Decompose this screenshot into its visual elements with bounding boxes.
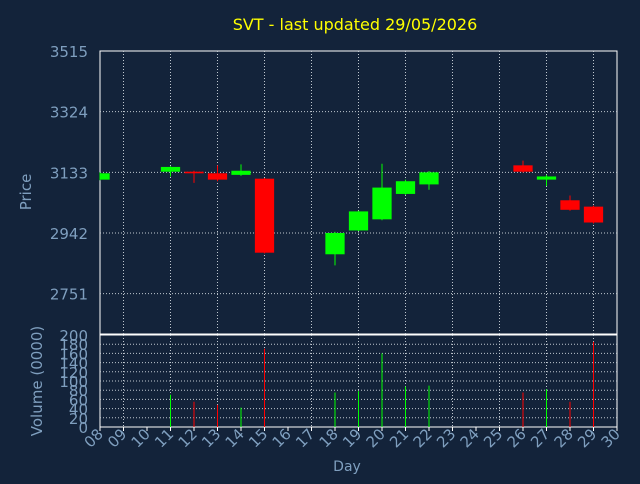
x-tick-label: 14 <box>222 425 248 451</box>
candle-body <box>560 200 580 210</box>
candle-body <box>419 172 439 185</box>
x-tick-label: 10 <box>128 425 154 451</box>
candle-body <box>207 173 228 180</box>
price-tick-label: 3133 <box>50 164 88 182</box>
volume-tick-label: 120 <box>59 364 88 382</box>
candle-body <box>395 181 416 194</box>
candle-body <box>372 187 392 220</box>
volume-tick-label: 40 <box>69 401 88 419</box>
volume-tick-label: 140 <box>59 355 88 373</box>
x-tick-label: 26 <box>504 425 530 451</box>
x-tick-label: 11 <box>151 425 177 451</box>
candle-body <box>325 232 345 255</box>
x-tick-label: 29 <box>574 425 600 451</box>
volume-tick-label: 160 <box>59 345 88 363</box>
x-tick-label: 24 <box>457 425 483 451</box>
candle-body <box>583 206 604 223</box>
price-tick-label: 2942 <box>50 225 88 243</box>
x-tick-label: 28 <box>551 425 577 451</box>
volume-tick-label: 20 <box>69 410 88 428</box>
x-tick-label: 27 <box>527 425 553 451</box>
x-tick-label: 25 <box>480 425 506 451</box>
volume-tick-label: 80 <box>69 382 88 400</box>
price-tick-label: 3515 <box>50 43 88 61</box>
candle-body <box>231 170 251 175</box>
x-tick-label: 30 <box>598 425 624 451</box>
candle-body <box>160 166 181 172</box>
volume-tick-label: 180 <box>59 336 88 354</box>
x-tick-label: 20 <box>363 425 389 451</box>
candle-body <box>254 178 275 253</box>
candle-body <box>513 165 533 172</box>
x-tick-label: 15 <box>245 425 271 451</box>
x-axis-label: Day <box>333 459 361 475</box>
volume-tick-label: 0 <box>78 419 88 437</box>
x-tick-label: 12 <box>175 425 201 451</box>
candle-body <box>100 173 110 180</box>
volume-axis-label: Volume (0000) <box>28 326 46 436</box>
volume-tick-label: 200 <box>59 327 88 345</box>
candle-body <box>184 171 204 174</box>
x-tick-label: 21 <box>386 425 412 451</box>
volume-tick-label: 60 <box>69 391 88 409</box>
price-axis-label: Price <box>17 174 35 211</box>
chart-title: SVT - last updated 29/05/2026 <box>233 15 478 34</box>
x-tick-label: 16 <box>269 425 295 451</box>
candle-body <box>536 176 557 180</box>
price-tick-label: 3324 <box>50 104 88 122</box>
x-tick-label: 22 <box>410 425 436 451</box>
x-tick-label: 23 <box>433 425 459 451</box>
x-tick-label: 19 <box>339 425 365 451</box>
volume-tick-label: 100 <box>59 373 88 391</box>
x-tick-label: 13 <box>198 425 224 451</box>
price-tick-label: 2751 <box>50 286 88 304</box>
x-tick-label: 09 <box>104 425 130 451</box>
candle-body <box>348 211 369 231</box>
x-tick-label: 18 <box>316 425 342 451</box>
x-tick-label: 17 <box>292 425 318 451</box>
